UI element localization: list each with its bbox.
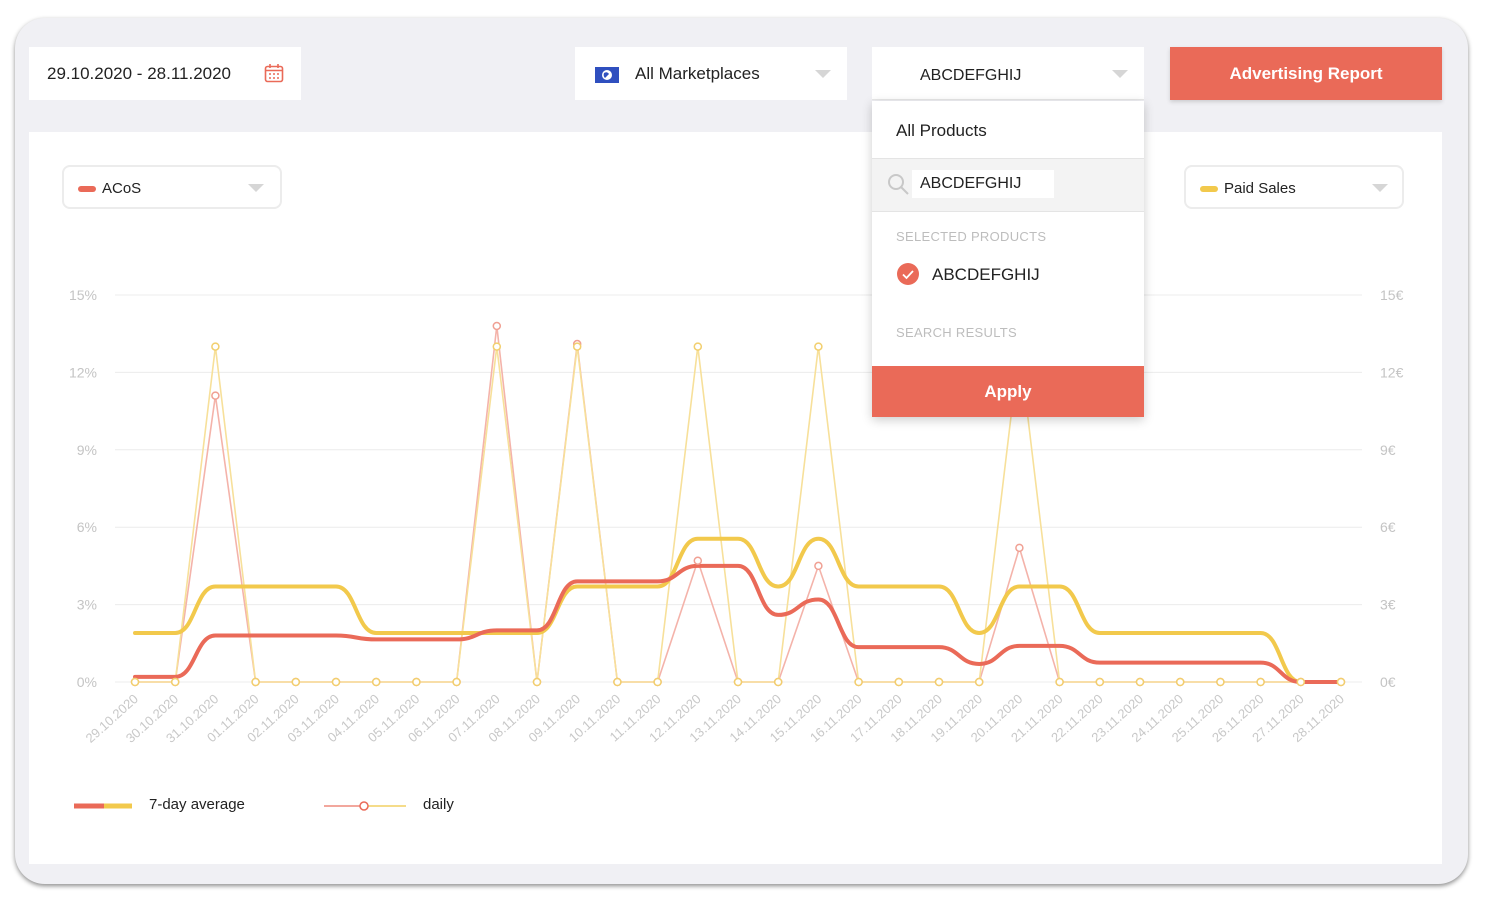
selected-product-item[interactable]: ABCDEFGHIJ [896,262,1116,286]
date-range-value: 29.10.2020 - 28.11.2020 [47,64,232,83]
data-point [1216,677,1225,687]
search-results-header: SEARCH RESULTS [896,325,1017,340]
y-left-tick-label: 3% [77,597,97,613]
data-point [331,677,341,687]
data-point [854,677,863,687]
search-icon [886,172,910,201]
y-right-tick-label: 3€ [1380,597,1396,613]
chevron-down-icon [1112,70,1128,78]
data-point [532,677,542,687]
y-left-tick-label: 6% [77,519,97,535]
data-point [814,561,823,571]
y-left-tick-label: 0% [77,674,97,690]
data-point [1256,677,1265,687]
data-point [934,677,944,687]
selected-products-header: SELECTED PRODUCTS [896,229,1047,244]
data-point [693,342,703,351]
data-point [974,677,984,687]
y-left-tick-label: 12% [69,364,97,380]
data-point [211,342,220,351]
selected-product-label: ABCDEFGHIJ [932,265,1040,284]
product-dropdown-menu: All Products ABCDEFGHIJ SELECTED PRODUCT… [872,101,1144,417]
all-products-option[interactable]: All Products [872,101,1144,159]
search-input-value: ABCDEFGHIJ [920,175,1022,192]
data-point [1095,677,1105,687]
daily-series-line [135,325,1341,683]
data-point [170,677,180,687]
data-point [894,677,904,687]
data-point [492,321,502,331]
apply-button[interactable]: Apply [872,366,1144,417]
left-metric-label: ACoS [102,180,142,197]
data-point [572,342,582,351]
data-point [1336,677,1346,687]
marketplace-value: All Marketplaces [635,64,760,83]
data-point [412,677,421,687]
data-point [814,342,823,351]
avg-series-line [133,563,1343,684]
data-point [653,677,662,687]
y-left-tick-label: 9% [77,442,97,458]
chevron-down-icon [1372,184,1388,192]
y-right-tick-label: 9€ [1380,442,1396,458]
y-right-tick-label: 0€ [1380,674,1396,690]
data-point [613,677,622,687]
marketplace-select[interactable]: All Marketplaces [575,47,847,100]
all-products-label: All Products [896,121,987,140]
product-select[interactable]: ABCDEFGHIJ [872,47,1144,100]
chevron-down-icon [815,70,831,78]
right-metric-select[interactable]: Paid Sales [1184,165,1404,209]
calendar-icon[interactable] [264,63,284,88]
data-point [1055,677,1064,687]
data-point [371,677,381,687]
product-search-bar: ABCDEFGHIJ [872,159,1144,212]
data-point [1015,543,1024,553]
data-point [693,556,703,565]
chart-panel [29,132,1442,864]
avg-legend-label: 7-day average [149,796,245,813]
avg-series-line [133,536,1343,684]
data-point [452,677,461,687]
data-point [1175,677,1185,687]
data-point [733,677,743,687]
paid-sales-color-swatch [1200,186,1218,192]
product-search-input[interactable]: ABCDEFGHIJ [912,170,1054,198]
data-point [1296,677,1306,687]
checked-circle-icon[interactable] [896,262,920,291]
chevron-down-icon [248,184,264,192]
globe-flag-icon [595,67,619,88]
data-point [773,677,783,687]
avg-legend-swatch [74,803,132,809]
daily-legend-label: daily [423,796,454,813]
daily-legend-swatch [324,801,406,811]
y-right-tick-label: 12€ [1380,364,1404,380]
data-point [291,677,301,687]
y-right-tick-label: 6€ [1380,519,1396,535]
data-point [130,677,140,687]
y-left-tick-label: 15% [69,287,97,303]
data-point [251,677,260,687]
date-range-picker[interactable]: 29.10.2020 - 28.11.2020 [29,47,301,100]
y-right-tick-label: 15€ [1380,287,1404,303]
acos-color-swatch [78,186,96,192]
advertising-report-button[interactable]: Advertising Report [1170,47,1442,100]
right-metric-label: Paid Sales [1224,180,1296,197]
product-value: ABCDEFGHIJ [920,67,1022,84]
data-point [492,342,502,351]
left-metric-select[interactable]: ACoS [62,165,282,209]
data-point [1135,677,1145,687]
data-point [211,391,220,400]
